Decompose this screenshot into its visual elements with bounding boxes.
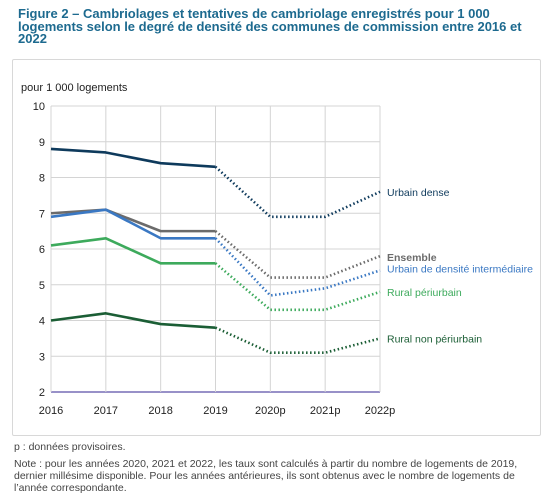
series-line-provisional [214, 165, 381, 219]
x-tick-label: 2020p [255, 405, 286, 417]
series-line-solid [50, 147, 216, 169]
y-tick-label: 10 [33, 101, 45, 113]
series-line-solid [50, 208, 216, 240]
y-tick-label: 3 [39, 351, 45, 363]
x-tick-label: 2016 [39, 405, 63, 417]
chart-title: Figure 2 – Cambriolages et tentatives de… [18, 6, 522, 46]
line-chart: pour 1 000 logements 2 3 4 5 6 7 8 9 10 2016 2017… [21, 82, 533, 417]
x-tick-label: 2022p [365, 405, 396, 417]
y-axis-ticks: 2 3 4 5 6 7 8 9 10 [33, 101, 45, 399]
x-tick-label: 2018 [148, 405, 172, 417]
series-line-provisional [214, 230, 381, 279]
y-tick-label: 8 [39, 173, 45, 185]
series-line-solid [50, 236, 216, 265]
y-tick-label: 9 [39, 137, 45, 149]
series-label: Rural non périurbain [387, 333, 482, 345]
series-line-solid [50, 312, 216, 329]
series-label: Ensemble [387, 252, 437, 264]
x-axis-ticks: 2016 2017 2018 2019 2020p 2021p 2022p [39, 405, 396, 417]
y-tick-label: 6 [39, 244, 45, 256]
footnote-note: Note : pour les années 2020, 2021 et 202… [14, 458, 518, 494]
grid [50, 105, 381, 393]
x-tick-label: 2021p [310, 405, 341, 417]
chart-panel: pour 1 000 logements 2 3 4 5 6 7 8 9 10 2016 2017… [12, 59, 541, 436]
y-axis-label: pour 1 000 logements [21, 82, 128, 94]
series-line-provisional [214, 262, 381, 312]
series-label: Urbain dense [387, 187, 450, 199]
series-label: Rural périurbain [387, 287, 462, 299]
y-tick-label: 7 [39, 208, 45, 220]
y-tick-label: 5 [39, 280, 45, 292]
series-lines [50, 147, 381, 354]
y-tick-label: 4 [39, 316, 45, 328]
footnote-provisional: p : données provisoires. [14, 441, 126, 453]
series-line-solid [50, 208, 216, 233]
x-tick-label: 2019 [203, 405, 227, 417]
series-label: Urbain de densité intermédiaire [387, 263, 533, 275]
x-tick-label: 2017 [94, 405, 118, 417]
series-line-provisional [214, 237, 381, 297]
series-line-provisional [214, 326, 381, 354]
y-tick-label: 2 [39, 387, 45, 399]
